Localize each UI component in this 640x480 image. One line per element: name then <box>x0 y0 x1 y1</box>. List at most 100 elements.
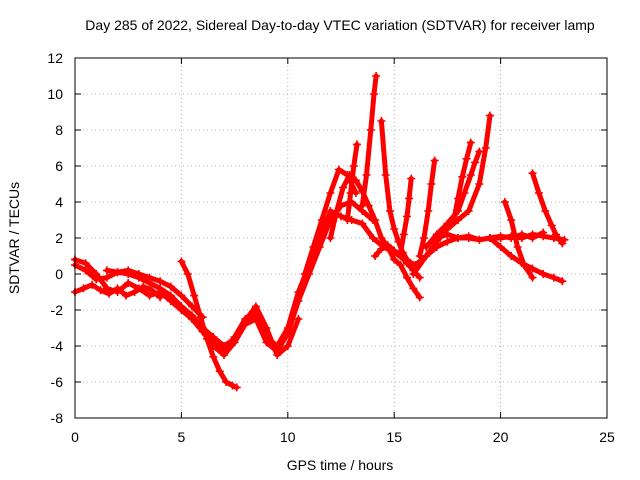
data-point <box>399 230 408 239</box>
data-point <box>402 259 411 268</box>
data-point <box>422 243 431 251</box>
data-point <box>454 194 463 203</box>
data-point <box>283 342 292 350</box>
data-point <box>349 162 358 170</box>
data-point <box>251 302 260 311</box>
data-point <box>402 273 411 282</box>
series-arc-06 <box>198 302 303 359</box>
data-point <box>458 172 467 181</box>
data-point <box>177 306 186 314</box>
data-point <box>102 273 111 282</box>
data-point <box>475 235 484 244</box>
series-band <box>398 176 414 255</box>
data-point <box>513 243 522 251</box>
y-tick-label: 2 <box>55 230 63 246</box>
data-point <box>396 248 405 257</box>
x-tick-label: 0 <box>71 429 79 445</box>
x-tick-label: 10 <box>280 429 296 445</box>
data-point <box>262 324 271 332</box>
data-point <box>454 234 463 242</box>
data-point <box>377 234 386 242</box>
data-point <box>230 334 239 343</box>
data-point <box>390 246 399 255</box>
data-point <box>294 315 303 323</box>
data-point <box>262 338 271 347</box>
data-point <box>79 284 88 293</box>
x-tick-label: 15 <box>386 429 402 445</box>
data-point <box>113 268 122 277</box>
y-tick-label: -8 <box>51 410 64 426</box>
data-point <box>507 216 516 224</box>
series-band <box>72 199 376 358</box>
data-point <box>309 243 318 251</box>
data-point <box>188 302 197 311</box>
data-point <box>558 239 567 248</box>
data-point <box>427 180 436 188</box>
data-point <box>145 273 154 282</box>
data-point <box>124 279 133 287</box>
data-point <box>334 165 343 174</box>
data-point <box>405 194 414 203</box>
data-point <box>517 259 526 268</box>
data-point <box>273 351 282 359</box>
data-point <box>396 261 405 269</box>
data-point <box>377 117 386 125</box>
series-arc-05 <box>177 257 241 392</box>
data-point <box>466 138 475 147</box>
data-point <box>219 351 228 359</box>
x-axis-label: GPS time / hours <box>287 457 394 473</box>
data-point <box>443 230 452 239</box>
x-tick-label: 5 <box>178 429 186 445</box>
data-layer <box>71 72 569 392</box>
series-arc-13 <box>396 174 416 257</box>
data-point <box>424 207 433 215</box>
data-point <box>145 291 154 300</box>
data-point <box>500 198 509 206</box>
data-point <box>415 273 424 282</box>
data-point <box>371 216 380 224</box>
series-band <box>200 303 301 358</box>
data-point <box>326 189 335 197</box>
y-tick-label: 10 <box>47 86 63 102</box>
data-point <box>251 315 260 323</box>
data-point <box>462 154 471 163</box>
data-point <box>371 252 380 260</box>
data-point <box>507 234 516 242</box>
data-point <box>383 241 392 250</box>
data-point <box>362 171 371 179</box>
y-tick-label: 0 <box>55 266 63 282</box>
x-tick-label: 20 <box>493 429 509 445</box>
data-point <box>300 270 309 278</box>
data-point <box>528 169 537 178</box>
data-point <box>346 189 355 197</box>
data-point <box>198 324 207 332</box>
data-point <box>539 228 548 237</box>
data-point <box>528 234 537 242</box>
data-point <box>343 216 352 224</box>
data-point <box>372 72 381 80</box>
data-point <box>177 291 186 300</box>
data-point <box>358 219 367 228</box>
data-point <box>471 158 480 167</box>
data-point <box>496 243 505 251</box>
data-point <box>88 280 97 289</box>
y-tick-label: 8 <box>55 122 63 138</box>
data-point <box>326 234 335 242</box>
data-point <box>241 316 250 325</box>
data-point <box>113 284 122 293</box>
axis-ticks: 0 5 10 15 20 25 -8 -6 -4 -2 0 2 4 6 8 10 12 <box>47 50 615 445</box>
data-point <box>422 252 431 260</box>
data-point <box>432 234 441 242</box>
series-arc-19 <box>528 169 567 248</box>
data-point <box>102 266 111 275</box>
data-point <box>390 255 399 264</box>
data-point <box>460 189 469 197</box>
data-point <box>96 286 105 295</box>
data-point <box>549 273 558 282</box>
data-point <box>381 171 390 179</box>
data-point <box>485 234 494 242</box>
data-point <box>332 207 341 215</box>
series-arc-09 <box>343 140 361 224</box>
y-tick-label: -4 <box>51 338 64 354</box>
